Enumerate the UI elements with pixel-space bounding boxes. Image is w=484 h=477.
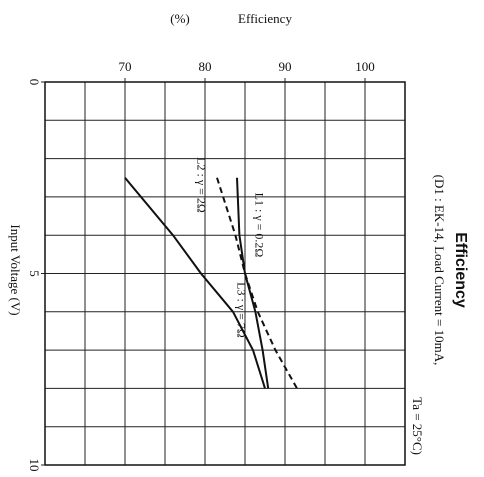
chart-subtitle: Ta = 25°C) (410, 397, 425, 455)
x-tick-label: 5 (27, 270, 42, 277)
rotated-chart: Efficiency (D1 : EK-14, Load Current = 1… (8, 11, 469, 472)
series-line (124, 177, 266, 389)
series-label: L3 : γ = 7Ω (234, 282, 248, 338)
x-tick-label: 10 (27, 459, 42, 472)
y-axis-label: Efficiency (238, 11, 292, 26)
series-line (236, 177, 270, 389)
series-line (216, 177, 298, 389)
y-tick-label: 100 (355, 59, 375, 74)
y-tick-label: 70 (119, 59, 132, 74)
series-label: L2 : γ = 2Ω (194, 157, 208, 213)
chart-subtitle: (D1 : EK-14, Load Current = 10mA, (432, 175, 447, 366)
x-tick-label: 0 (27, 79, 42, 86)
y-tick-label: 80 (199, 59, 212, 74)
y-tick-label: 90 (279, 59, 292, 74)
y-axis-unit: (%) (170, 11, 190, 26)
series-label: L1 : γ = 0.2Ω (252, 193, 266, 258)
chart-title: Efficiency (452, 232, 469, 308)
x-axis-label: Input Voltage (V) (8, 224, 23, 315)
